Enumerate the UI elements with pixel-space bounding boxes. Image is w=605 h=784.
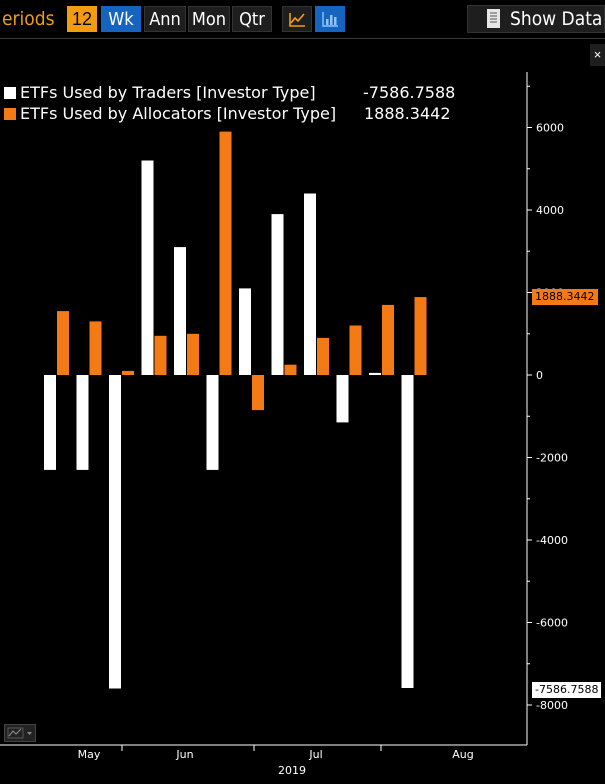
bar-allocators	[89, 321, 102, 375]
legend-swatch-orange	[4, 108, 16, 120]
close-panel-button[interactable]: ×	[590, 44, 605, 66]
legend-value-traders: -7586.7588	[363, 83, 456, 102]
y-tick-label: -2000	[536, 452, 568, 465]
legend-label-traders: ETFs Used by Traders [Investor Type]	[20, 83, 316, 102]
bar-allocators	[414, 297, 427, 375]
bar-traders	[369, 372, 381, 375]
y-tick-label: -6000	[536, 617, 568, 630]
bar-traders	[401, 375, 414, 688]
bar-traders	[44, 375, 56, 470]
chart-type-menu-button[interactable]	[4, 724, 36, 742]
bar-traders	[141, 160, 154, 375]
x-tick-label: Aug	[452, 748, 473, 761]
traders-series	[44, 160, 414, 689]
bar-traders	[336, 375, 349, 423]
chart-type-icon	[7, 727, 32, 739]
bar-traders	[206, 375, 219, 470]
bar-allocators	[349, 325, 362, 375]
y-tick-label: 4000	[536, 204, 564, 217]
legend-item-allocators: ETFs Used by Allocators [Investor Type] …	[4, 103, 451, 124]
y-tick-label: 6000	[536, 122, 564, 135]
x-tick-label: Jun	[175, 748, 193, 761]
line-chart-icon	[289, 13, 305, 27]
allocators-series	[57, 131, 427, 411]
bar-allocators	[219, 131, 232, 375]
toolbar: eriods 12 Wk Ann Mon Qtr Show Data	[0, 0, 605, 39]
y-tick-label: 0	[536, 369, 543, 382]
document-icon	[487, 9, 500, 28]
bar-allocators	[187, 333, 199, 376]
monthly-button[interactable]: Mon	[188, 6, 230, 32]
bar-allocators	[317, 337, 329, 375]
legend-value-allocators: 1888.3442	[364, 104, 451, 123]
show-data-label: Show Data	[510, 8, 603, 30]
legend-label-allocators: ETFs Used by Allocators [Investor Type]	[20, 104, 337, 123]
legend-swatch-white	[4, 87, 16, 99]
periods-input[interactable]: 12	[67, 6, 97, 32]
periods-label: eriods	[2, 8, 55, 30]
bar-traders	[174, 247, 186, 375]
bar-allocators	[154, 335, 167, 375]
bar-traders	[76, 375, 89, 470]
bar-allocators	[57, 311, 69, 375]
last-value-tag-traders: -7586.7588	[532, 682, 602, 698]
legend-item-traders: ETFs Used by Traders [Investor Type] -75…	[4, 82, 455, 103]
bar-chart-icon	[322, 12, 338, 27]
bar-allocators	[382, 304, 394, 375]
line-chart-button[interactable]	[282, 6, 312, 32]
bar-traders	[304, 193, 316, 375]
bar-traders	[271, 214, 284, 375]
y-tick-label: -4000	[536, 534, 568, 547]
x-tick-label: May	[78, 748, 101, 761]
week-button[interactable]: Wk	[101, 6, 141, 32]
last-value-tag-allocators: 1888.3442	[532, 289, 598, 305]
year-label: 2019	[278, 764, 306, 777]
x-axis: May Jun Jul Aug 2019	[0, 744, 527, 777]
bar-chart-button[interactable]	[315, 6, 345, 32]
bar-allocators	[284, 364, 297, 375]
y-axis: 6000400020000-2000-4000-6000-8000	[526, 72, 568, 745]
show-data-button[interactable]: Show Data	[467, 5, 605, 33]
annual-button[interactable]: Ann	[144, 6, 186, 32]
x-tick-label: Jul	[308, 748, 322, 761]
y-tick-label: -8000	[536, 699, 568, 712]
bar-allocators	[122, 370, 134, 375]
quarterly-button[interactable]: Qtr	[232, 6, 272, 32]
bar-allocators	[252, 375, 264, 411]
bar-traders	[239, 288, 251, 375]
bar-traders	[109, 375, 121, 689]
legend: ETFs Used by Traders [Investor Type] -75…	[4, 82, 455, 124]
